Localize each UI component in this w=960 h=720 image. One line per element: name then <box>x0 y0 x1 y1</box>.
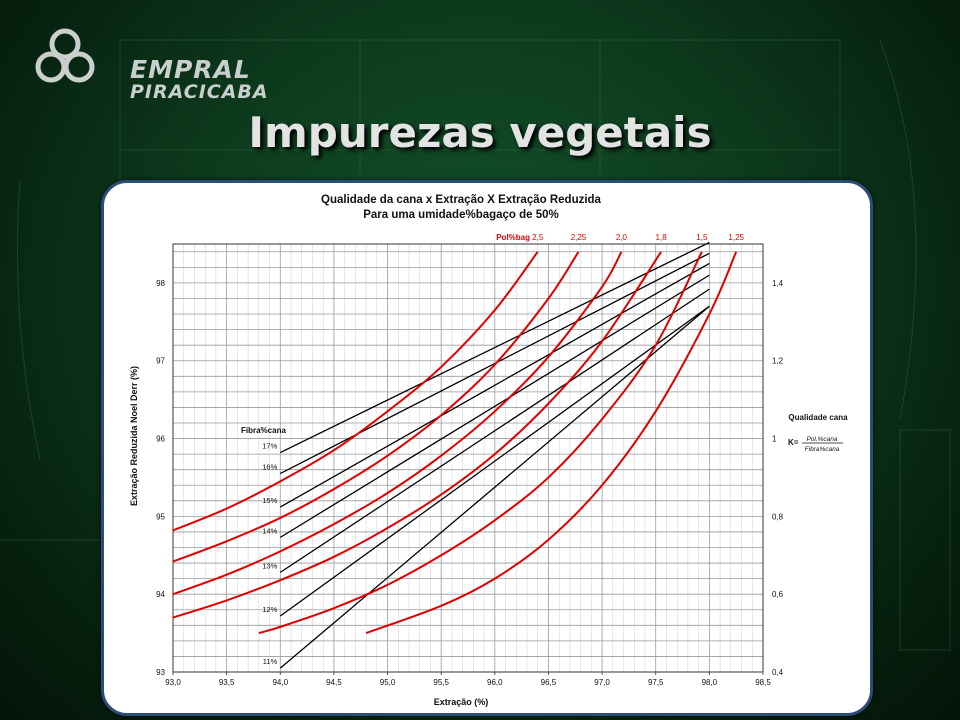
k-formula-numerator: Pol.%cana <box>806 436 837 443</box>
polbag-series-label: 2,0 <box>616 233 628 242</box>
x-tick-label: 94,0 <box>272 678 288 687</box>
empral-logo: EMPRAL PIRACICABA <box>30 24 268 102</box>
chart-subtitle: Para uma umidade%bagaço de 50% <box>363 209 559 221</box>
x-tick-label: 96,5 <box>541 678 557 687</box>
plot-frame <box>172 243 764 673</box>
x-tick-label: 98,5 <box>755 678 771 687</box>
fibra-line <box>279 241 710 454</box>
chart-grid <box>172 243 764 673</box>
polbag-curve <box>172 251 539 532</box>
y-axis-label: Extração Reduzida Noel Derr (%) <box>129 366 139 506</box>
polbag-series-label: 1,25 <box>728 233 744 242</box>
y-tick-label: 95 <box>156 512 165 521</box>
x-tick-label: 93,5 <box>219 678 235 687</box>
logo-line2: PIRACICABA <box>130 81 269 103</box>
polbag-series-label: 2,25 <box>571 233 587 242</box>
polbag-series-label: 2,5 <box>532 233 544 242</box>
fibra-series-label: 14% <box>262 526 277 535</box>
x-axis-label: Extração (%) <box>434 697 489 707</box>
polbag-series-label: 1,5 <box>696 233 708 242</box>
k-formula-prefix: K= <box>788 438 799 447</box>
x-tick-label: 97,0 <box>594 678 610 687</box>
x-tick-label: 98,0 <box>702 678 718 687</box>
fibra-series-label: 11% <box>263 657 278 666</box>
fibra-line <box>279 262 710 508</box>
x-tick-label: 95,5 <box>433 678 449 687</box>
fibra-label: Fibra%cana <box>241 426 286 435</box>
fibra-series-label: 15% <box>262 496 277 505</box>
fibra-line <box>279 305 710 669</box>
x-tick-label: 93,0 <box>165 678 181 687</box>
fibra-line <box>279 274 710 538</box>
y2-tick-label: 1,4 <box>772 279 784 288</box>
logo-rings-icon <box>35 28 95 83</box>
fibra-series-label: 13% <box>262 561 277 570</box>
x-tick-label: 94,5 <box>326 678 342 687</box>
x-tick-label: 97,5 <box>648 678 664 687</box>
y-tick-label: 96 <box>156 435 165 444</box>
fibra-line <box>279 288 710 573</box>
y-tick-label: 97 <box>156 357 165 366</box>
y2-tick-label: 0,6 <box>772 590 784 599</box>
chart-panel <box>101 180 873 716</box>
k-formula-denominator: Fibra%cana <box>805 446 840 453</box>
chart-title: Qualidade da cana x Extração X Extração … <box>321 194 602 206</box>
y-tick-label: 93 <box>156 668 165 677</box>
chart-ticks: 93,0 93,5 94,0 94,5 95,0 95,5 96,0 96,5 97,0 97,5… <box>156 279 784 687</box>
polbag-curve <box>365 251 738 635</box>
polbag-curve <box>172 251 580 563</box>
fibra-series-label: 16% <box>262 463 277 472</box>
fibra-line <box>279 305 710 617</box>
chart: Qualidade da cana x Extração X Extração … <box>129 194 848 707</box>
y-tick-label: 98 <box>156 279 165 288</box>
quality-label: Qualidade cana <box>788 413 848 422</box>
fibra-series-label: 17% <box>262 442 277 451</box>
polbag-curve <box>172 251 662 619</box>
fibra-series-group <box>279 241 710 669</box>
y2-tick-label: 0,8 <box>772 512 784 521</box>
y-tick-label: 94 <box>156 590 165 599</box>
slide-title: Impurezas vegetais <box>248 108 712 157</box>
polbag-curve <box>258 251 703 635</box>
y2-tick-label: 1,2 <box>772 357 784 366</box>
x-tick-label: 96,0 <box>487 678 503 687</box>
x-tick-label: 95,0 <box>380 678 396 687</box>
logo-line1: EMPRAL <box>130 55 251 84</box>
polbag-label: Pol%bag <box>496 233 530 242</box>
fibra-series-label: 12% <box>262 605 277 614</box>
polbag-series-group <box>172 251 738 635</box>
chart-labels: 17% 16% 15% 14% 13% 12% 11% 2,5 2,25 2,0 1,8 1,5 1,2… <box>262 233 744 666</box>
y2-tick-label: 0,4 <box>772 668 784 677</box>
polbag-curve <box>172 251 623 596</box>
polbag-series-label: 1,8 <box>656 233 668 242</box>
y2-tick-label: 1 <box>772 435 777 444</box>
